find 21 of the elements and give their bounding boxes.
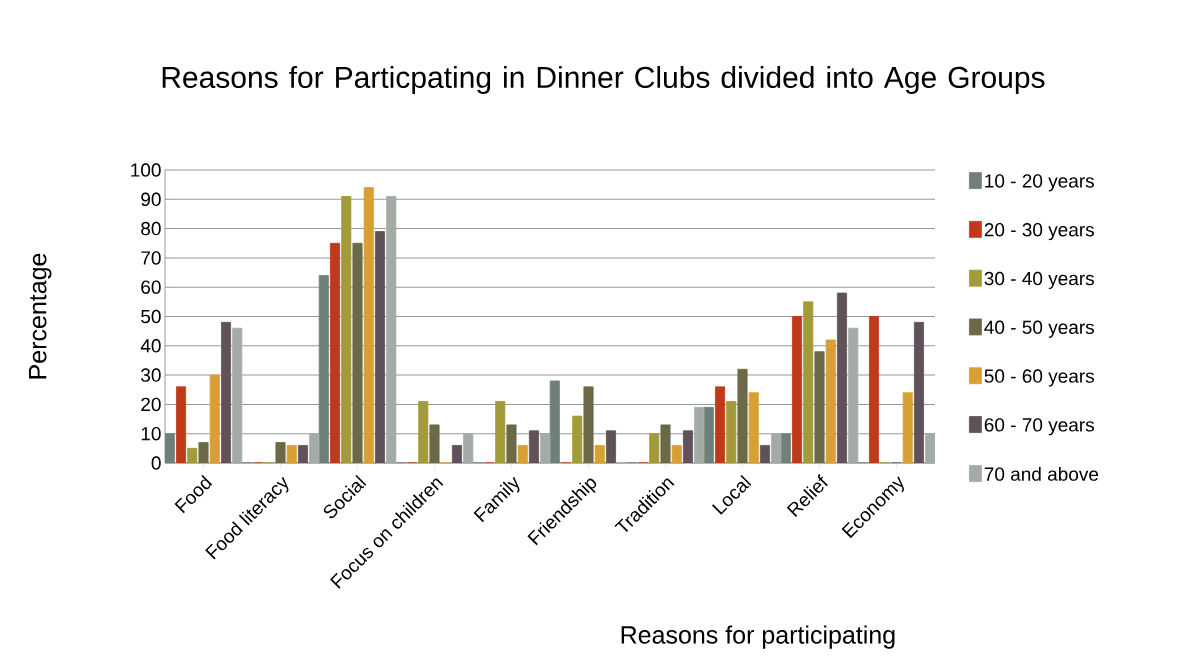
legend-label: 20 - 30 years (984, 223, 1094, 241)
legend-label: 40 - 50 years (984, 320, 1094, 338)
y-tick-label: 20 (141, 397, 161, 412)
y-tick-label: 100 (131, 163, 161, 177)
legend-label: 50 - 60 years (984, 369, 1094, 387)
legend-label: 10 - 20 years (985, 174, 1094, 192)
y-tick-label: 10 (141, 426, 161, 441)
y-tick-label: 70 (141, 251, 161, 265)
y-tick-label: 0 (151, 456, 161, 470)
y-axis-title: Percentage (29, 253, 52, 379)
y-tick-label: 80 (141, 221, 161, 236)
y-tick-label: 30 (141, 368, 161, 382)
x-axis-title: Reasons for participating (621, 625, 895, 649)
y-tick-label: 40 (140, 339, 161, 353)
y-tick-label: 90 (141, 192, 161, 207)
y-tick-label: 50 (141, 309, 161, 324)
legend-label: 30 - 40 years (984, 271, 1094, 289)
y-tick-label: 60 (141, 280, 161, 294)
chart-title: Reasons for Particpating in Dinner Clubs divided into Age Groups (162, 66, 1045, 94)
legend-label: 70 and above (984, 466, 1099, 481)
legend-label: 60 - 70 years (984, 418, 1094, 436)
